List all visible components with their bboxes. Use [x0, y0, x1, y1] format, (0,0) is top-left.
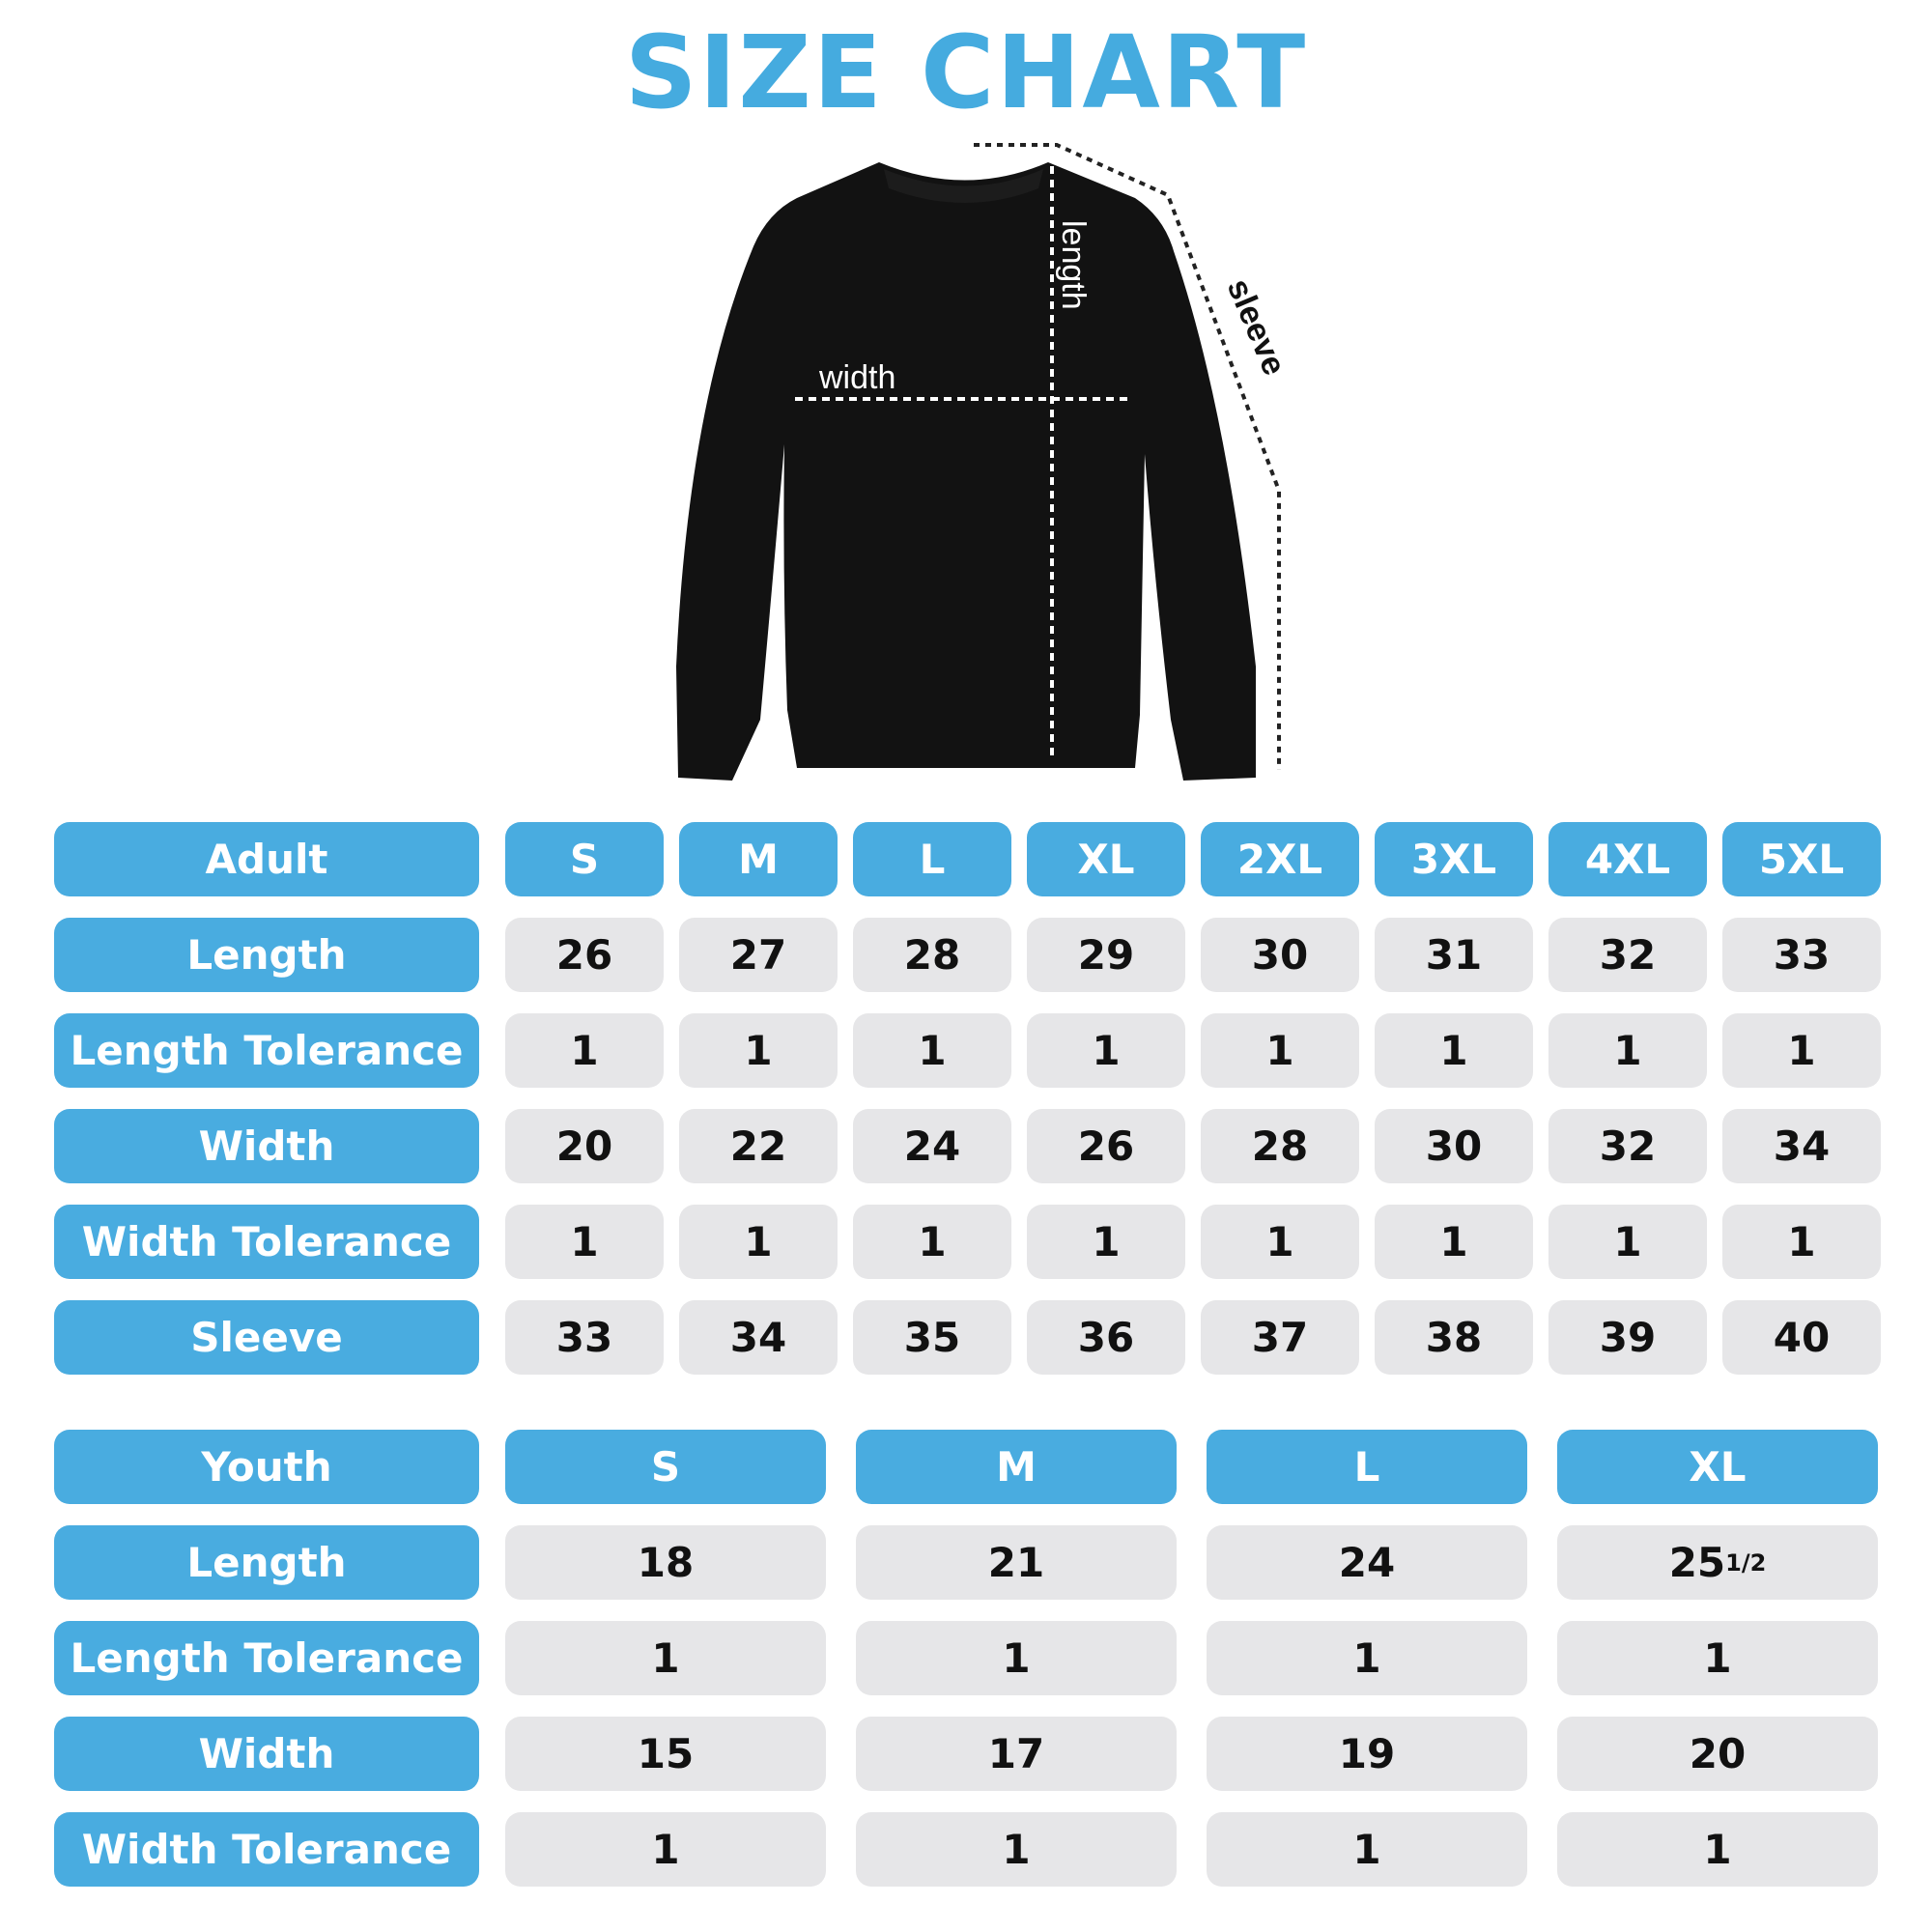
adult-value-cell: 26: [1027, 1109, 1185, 1183]
adult-size-L: L: [853, 822, 1011, 896]
youth-value-cell: 1: [1207, 1812, 1527, 1887]
page-title: SIZE CHART: [624, 14, 1308, 131]
youth-size-M: M: [856, 1430, 1177, 1504]
youth-value-cell: 15: [505, 1717, 826, 1791]
adult-value-cell: 32: [1548, 918, 1707, 992]
width-label: width: [818, 359, 895, 396]
adult-value-cell: 24: [853, 1109, 1011, 1183]
adult-value-cell: 1: [1027, 1013, 1185, 1088]
adult-value-cell: 29: [1027, 918, 1185, 992]
adult-value-cell: 1: [1722, 1205, 1881, 1279]
adult-value-cell: 26: [505, 918, 664, 992]
adult-value-cell: 1: [1201, 1205, 1359, 1279]
youth-size-L: L: [1207, 1430, 1527, 1504]
adult-value-cell: 1: [1375, 1013, 1533, 1088]
youth-row-label: Width Tolerance: [54, 1812, 479, 1887]
adult-value-cell: 33: [1722, 918, 1881, 992]
adult-value-cell: 20: [505, 1109, 664, 1183]
adult-value-cell: 1: [679, 1013, 838, 1088]
adult-value-cell: 1: [1027, 1205, 1185, 1279]
adult-value-cell: 37: [1201, 1300, 1359, 1375]
adult-row-label: Length: [54, 918, 479, 992]
adult-size-4XL: 4XL: [1548, 822, 1707, 896]
adult-value-cell: 40: [1722, 1300, 1881, 1375]
adult-value-cell: 30: [1201, 918, 1359, 992]
adult-row-label: Width Tolerance: [54, 1205, 479, 1279]
youth-size-XL: XL: [1557, 1430, 1878, 1504]
youth-row-label: Length: [54, 1525, 479, 1600]
adult-value-cell: 35: [853, 1300, 1011, 1375]
youth-row-label: Length Tolerance: [54, 1621, 479, 1695]
youth-value-cell: 21: [856, 1525, 1177, 1600]
adult-value-cell: 1: [1375, 1205, 1533, 1279]
adult-value-cell: 1: [505, 1013, 664, 1088]
youth-value-cell: 1: [505, 1812, 826, 1887]
adult-value-cell: 31: [1375, 918, 1533, 992]
adult-value-cell: 1: [853, 1205, 1011, 1279]
adult-size-5XL: 5XL: [1722, 822, 1881, 896]
adult-value-cell: 1: [1722, 1013, 1881, 1088]
adult-value-cell: 28: [1201, 1109, 1359, 1183]
youth-value-cell: 17: [856, 1717, 1177, 1791]
adult-size-M: M: [679, 822, 838, 896]
adult-value-cell: 1: [1548, 1013, 1707, 1088]
youth-value-cell: 18: [505, 1525, 826, 1600]
adult-value-cell: 32: [1548, 1109, 1707, 1183]
adult-value-cell: 1: [1548, 1205, 1707, 1279]
adult-row-label: Length Tolerance: [54, 1013, 479, 1088]
sweatshirt-diagram: width length sleeve: [676, 143, 1293, 781]
adult-value-cell: 22: [679, 1109, 838, 1183]
adult-size-XL: XL: [1027, 822, 1185, 896]
youth-header-label: Youth: [54, 1430, 479, 1504]
youth-value-cell: 20: [1557, 1717, 1878, 1791]
youth-value-cell: 24: [1207, 1525, 1527, 1600]
sweatshirt-image: [676, 162, 1256, 781]
adult-value-cell: 1: [853, 1013, 1011, 1088]
youth-value-cell: 1: [856, 1621, 1177, 1695]
adult-value-cell: 38: [1375, 1300, 1533, 1375]
adult-value-cell: 27: [679, 918, 838, 992]
adult-row-label: Width: [54, 1109, 479, 1183]
youth-value-cell: 1: [1207, 1621, 1527, 1695]
youth-value-cell: 1: [1557, 1621, 1878, 1695]
adult-size-S: S: [505, 822, 664, 896]
adult-value-cell: 1: [505, 1205, 664, 1279]
length-label: length: [1055, 220, 1092, 310]
adult-value-cell: 34: [1722, 1109, 1881, 1183]
youth-value-cell: 25 1/2: [1557, 1525, 1878, 1600]
youth-value-cell: 1: [856, 1812, 1177, 1887]
adult-value-cell: 39: [1548, 1300, 1707, 1375]
adult-size-3XL: 3XL: [1375, 822, 1533, 896]
youth-size-S: S: [505, 1430, 826, 1504]
adult-value-cell: 30: [1375, 1109, 1533, 1183]
youth-value-cell: 1: [1557, 1812, 1878, 1887]
adult-value-cell: 36: [1027, 1300, 1185, 1375]
adult-value-cell: 1: [1201, 1013, 1359, 1088]
adult-header-label: Adult: [54, 822, 479, 896]
adult-size-2XL: 2XL: [1201, 822, 1359, 896]
adult-row-label: Sleeve: [54, 1300, 479, 1375]
adult-value-cell: 1: [679, 1205, 838, 1279]
adult-value-cell: 33: [505, 1300, 664, 1375]
adult-value-cell: 34: [679, 1300, 838, 1375]
adult-value-cell: 28: [853, 918, 1011, 992]
youth-value-cell: 19: [1207, 1717, 1527, 1791]
youth-row-label: Width: [54, 1717, 479, 1791]
youth-value-cell: 1: [505, 1621, 826, 1695]
